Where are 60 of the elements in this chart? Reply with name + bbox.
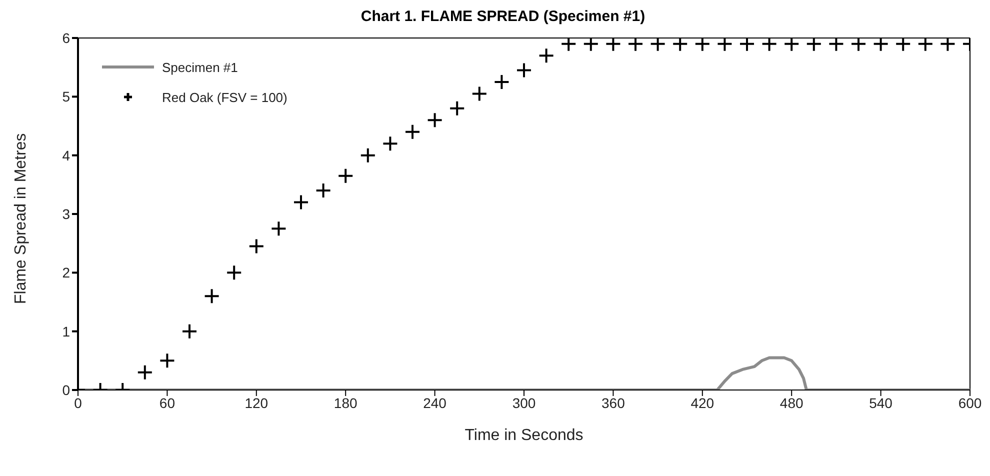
point (628, 38, 644, 52)
x-tick-label: 300 (512, 394, 536, 411)
y-axis-title: Flame Spread in Metres (12, 133, 30, 304)
x-tick-label: 540 (869, 394, 893, 411)
point (494, 74, 510, 90)
point (471, 86, 488, 102)
x-tick-label: 420 (690, 394, 714, 411)
point (672, 38, 688, 52)
point (895, 38, 912, 52)
point (182, 323, 198, 340)
x-tick-label: 600 (958, 394, 982, 411)
point (270, 220, 287, 237)
y-tick-label: 2 (62, 264, 70, 281)
point (338, 168, 354, 184)
point (806, 38, 822, 52)
point (226, 264, 242, 281)
x-tick-label: 120 (244, 394, 268, 411)
point (315, 182, 332, 199)
point (761, 38, 778, 52)
point (360, 147, 376, 164)
point (917, 38, 934, 52)
point (426, 112, 443, 128)
x-tick-label: 360 (602, 394, 626, 411)
y-tick-label: 5 (62, 88, 70, 105)
point (516, 62, 532, 78)
y-tick-label: 4 (62, 147, 70, 164)
point (136, 364, 153, 380)
point (784, 38, 800, 52)
y-tick-label: 6 (62, 30, 70, 46)
point (872, 38, 889, 52)
point (560, 38, 577, 52)
point (248, 238, 264, 254)
point (940, 38, 956, 52)
point (694, 38, 710, 52)
point (716, 38, 733, 52)
point (204, 288, 220, 304)
x-tick-label: 60 (159, 394, 176, 411)
y-tick-label: 0 (62, 382, 70, 398)
point (739, 38, 755, 52)
point (850, 38, 866, 52)
x-tick-label: 240 (423, 394, 447, 411)
point (159, 352, 176, 369)
point (293, 194, 309, 210)
point (582, 38, 599, 52)
point (828, 38, 844, 52)
point (538, 48, 554, 64)
y-tick-label: 1 (62, 323, 70, 340)
point (650, 38, 666, 52)
x-axis-title: Time in Seconds (464, 427, 584, 444)
point (605, 38, 622, 52)
x-tick-label: 480 (780, 394, 804, 411)
point (449, 100, 466, 116)
point (382, 136, 398, 152)
chart-title: Chart 1. FLAME SPREAD (Specimen #1) (360, 8, 646, 27)
point (404, 124, 420, 140)
x-tick-label: 180 (334, 394, 358, 411)
legend-label: Specimen #1 (162, 60, 238, 74)
y-tick-label: 3 (62, 206, 70, 222)
x-tick-label: 0 (74, 394, 82, 411)
legend-label: Red Oak (FSV = 100) (162, 90, 288, 104)
